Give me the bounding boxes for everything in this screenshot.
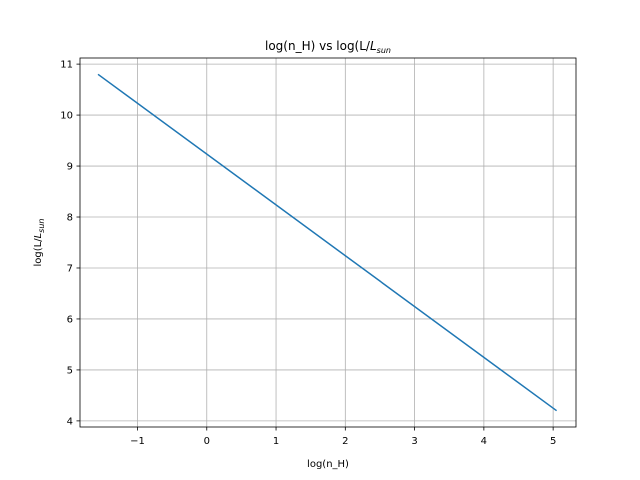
title-subscript: sun — [377, 46, 391, 55]
x-tick-label: 1 — [273, 436, 279, 447]
x-axis-label: log(n_H) — [307, 459, 349, 470]
ylabel-main: log(L/ — [33, 238, 44, 267]
x-tick-label: 3 — [411, 436, 417, 447]
x-tick-label: 0 — [204, 436, 210, 447]
y-tick-label: 4 — [67, 416, 73, 427]
ticks: −1 0 1 2 3 4 5 4 5 6 7 8 9 10 11 — [60, 60, 556, 447]
y-axis-label: log(L/Lsun — [33, 219, 46, 267]
title-main: log(n_H) vs log(L/ — [265, 39, 371, 53]
grid — [80, 58, 576, 427]
x-tick-label: 4 — [481, 436, 487, 447]
series-layer — [97, 73, 558, 412]
series-line — [97, 73, 558, 412]
y-tick-label: 8 — [67, 213, 73, 224]
x-tick-label: −1 — [130, 436, 145, 447]
y-tick-label: 11 — [60, 60, 73, 71]
ylabel-italic: L — [33, 233, 44, 239]
y-tick-label: 6 — [67, 314, 73, 325]
y-tick-label: 5 — [67, 365, 73, 376]
ylabel-subscript: sun — [37, 219, 46, 233]
y-tick-label: 10 — [60, 111, 73, 122]
chart-title: log(n_H) vs log(L/Lsun — [265, 39, 391, 55]
x-tick-label: 2 — [342, 436, 348, 447]
y-tick-label: 7 — [67, 263, 73, 274]
plot-frame — [79, 57, 577, 428]
x-tick-label: 5 — [550, 436, 556, 447]
title-italic: L — [370, 39, 377, 53]
y-tick-label: 9 — [67, 162, 73, 173]
